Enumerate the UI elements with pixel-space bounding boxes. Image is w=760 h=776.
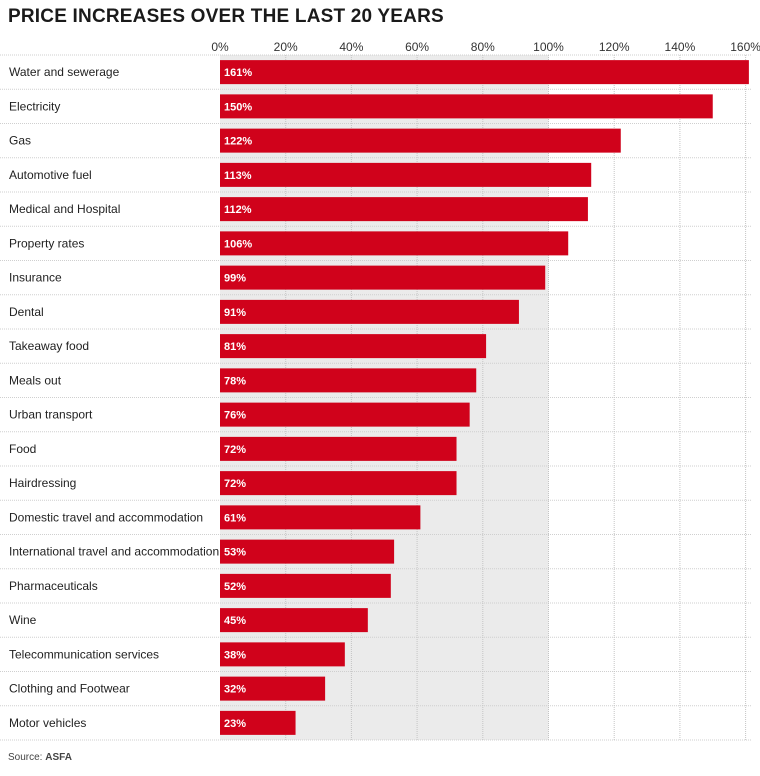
data-label: 161% bbox=[224, 67, 252, 79]
bar bbox=[220, 402, 470, 427]
x-tick-label: 60% bbox=[405, 40, 429, 54]
x-tick-label: 40% bbox=[339, 40, 363, 54]
bar bbox=[220, 94, 713, 119]
bar bbox=[220, 573, 391, 598]
category-label: International travel and accommodation bbox=[9, 545, 219, 559]
category-label: Clothing and Footwear bbox=[9, 682, 130, 696]
source-label: Source: bbox=[8, 752, 43, 763]
bar bbox=[220, 197, 588, 222]
data-label: 23% bbox=[224, 718, 246, 730]
category-label: Medical and Hospital bbox=[9, 202, 120, 216]
data-label: 122% bbox=[224, 136, 252, 148]
data-label: 150% bbox=[224, 101, 252, 113]
data-label: 113% bbox=[224, 170, 252, 182]
category-label: Food bbox=[9, 442, 36, 456]
bar-chart: 0% 20% 40% 60% 80% 100% 120% 140% 160% Water and … bbox=[0, 40, 760, 741]
category-label: Insurance bbox=[9, 271, 62, 285]
data-label: 91% bbox=[224, 307, 246, 319]
data-label: 52% bbox=[224, 581, 246, 593]
bar bbox=[220, 60, 749, 85]
category-label: Telecommunication services bbox=[9, 647, 159, 661]
category-label: Automotive fuel bbox=[9, 168, 92, 182]
category-label: Urban transport bbox=[9, 408, 93, 422]
data-label: 106% bbox=[224, 238, 252, 250]
bar bbox=[220, 608, 368, 633]
bar bbox=[220, 539, 395, 564]
data-label: 72% bbox=[224, 444, 246, 456]
category-label: Hairdressing bbox=[9, 476, 76, 490]
data-label: 32% bbox=[224, 684, 246, 696]
data-label: 78% bbox=[224, 375, 246, 387]
x-tick-label: 100% bbox=[533, 40, 564, 54]
category-label: Takeaway food bbox=[9, 339, 89, 353]
bar bbox=[220, 436, 457, 461]
bar bbox=[220, 471, 457, 496]
data-label: 76% bbox=[224, 410, 246, 422]
source-value: ASFA bbox=[45, 752, 72, 763]
category-label: Wine bbox=[9, 613, 37, 627]
x-tick-label: 80% bbox=[471, 40, 495, 54]
data-label: 72% bbox=[224, 478, 246, 490]
data-label: 61% bbox=[224, 512, 246, 524]
category-label: Dental bbox=[9, 305, 44, 319]
category-label: Meals out bbox=[9, 373, 62, 387]
bar bbox=[220, 642, 345, 667]
category-label: Motor vehicles bbox=[9, 716, 86, 730]
data-label: 38% bbox=[224, 649, 246, 661]
data-label: 53% bbox=[224, 547, 246, 559]
x-tick-label: 20% bbox=[274, 40, 298, 54]
bar bbox=[220, 368, 477, 393]
x-tick-label: 0% bbox=[211, 40, 229, 54]
data-label: 45% bbox=[224, 615, 246, 627]
category-label: Domestic travel and accommodation bbox=[9, 510, 203, 524]
x-tick-label: 120% bbox=[599, 40, 630, 54]
bar bbox=[220, 162, 592, 187]
x-tick-label: 140% bbox=[665, 40, 696, 54]
x-tick-label: 160% bbox=[730, 40, 760, 54]
bar bbox=[220, 299, 519, 324]
bar bbox=[220, 676, 326, 701]
bar bbox=[220, 231, 569, 256]
data-label: 112% bbox=[224, 204, 252, 216]
category-label: Property rates bbox=[9, 236, 84, 250]
bar bbox=[220, 710, 296, 735]
data-label: 99% bbox=[224, 273, 246, 285]
source-note: Source: ASFA bbox=[8, 752, 72, 763]
bar bbox=[220, 128, 621, 153]
category-label: Pharmaceuticals bbox=[9, 579, 98, 593]
bar bbox=[220, 265, 546, 290]
bar bbox=[220, 334, 487, 359]
category-label: Water and sewerage bbox=[9, 65, 120, 79]
data-label: 81% bbox=[224, 341, 246, 353]
category-label: Gas bbox=[9, 134, 31, 148]
category-label: Electricity bbox=[9, 99, 60, 113]
bar bbox=[220, 505, 421, 530]
chart-title: PRICE INCREASES OVER THE LAST 20 YEARS bbox=[8, 6, 444, 27]
